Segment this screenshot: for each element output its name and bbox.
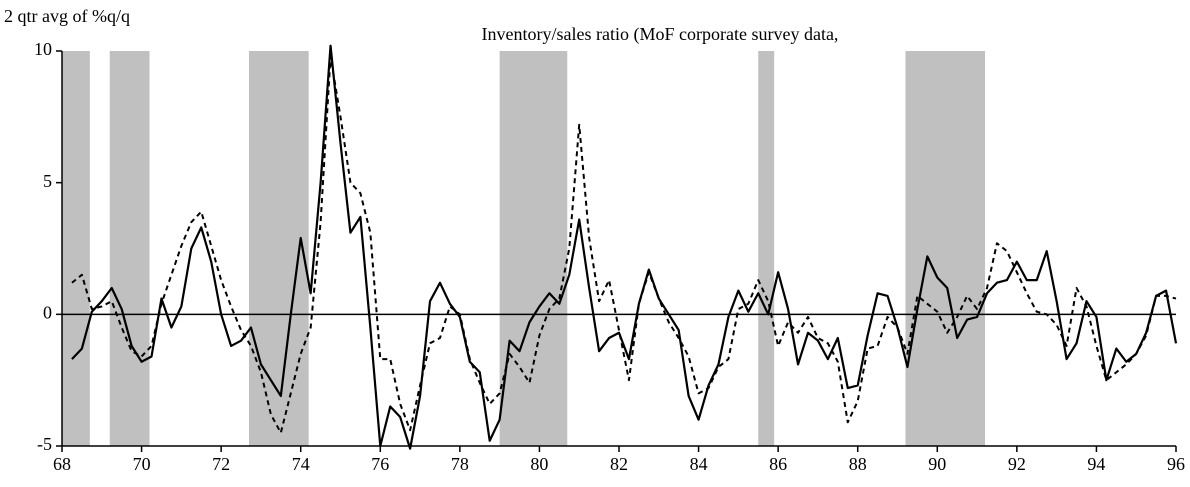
series-line [71,55,1177,434]
x-tick-label: 84 [690,454,708,474]
y-tick-label: -5 [37,434,52,454]
series-line [71,44,1178,450]
x-tick-label: 82 [610,454,628,474]
x-tick-label: 76 [371,454,389,474]
x-tick-label: 74 [292,454,310,474]
x-tick-label: 70 [133,454,151,474]
shaded-region [109,51,150,446]
x-tick-label: 96 [1167,454,1185,474]
shaded-region [758,51,775,446]
x-tick-label: 78 [451,454,469,474]
x-tick-label: 94 [1087,454,1105,474]
shaded-region [905,51,986,446]
x-tick-label: 90 [928,454,946,474]
shaded-region [499,51,568,446]
x-tick-label: 92 [1008,454,1026,474]
chart-title: Inventory/sales ratio (MoF corporate sur… [482,24,839,45]
x-tick-label: 86 [769,454,787,474]
x-tick-label: 72 [212,454,230,474]
shaded-region [62,51,90,446]
y-tick-label: 10 [34,39,52,59]
y-axis-label: 2 qtr avg of %q/q [4,6,130,26]
y-tick-label: 0 [43,302,52,322]
y-tick-label: 5 [43,171,52,191]
x-tick-label: 68 [53,454,71,474]
x-tick-label: 80 [530,454,548,474]
x-tick-label: 88 [849,454,867,474]
